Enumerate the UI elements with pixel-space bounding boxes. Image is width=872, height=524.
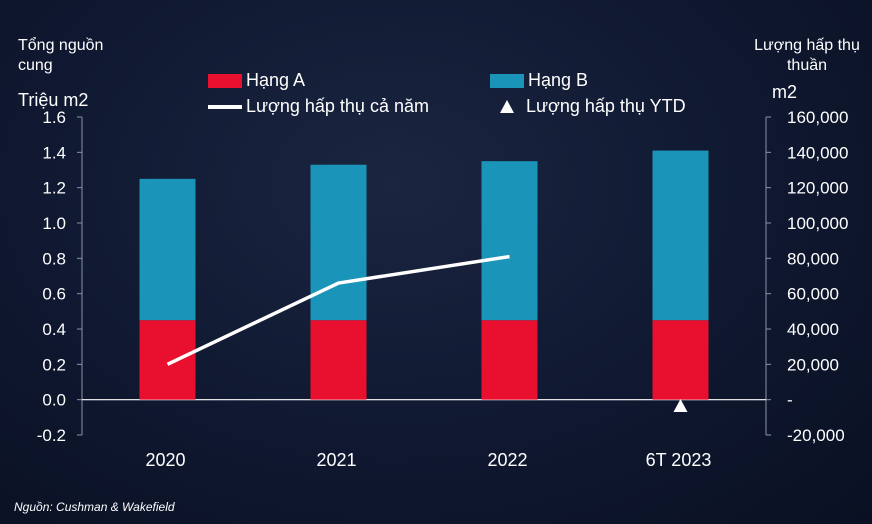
right-tick-label: 160,000 [787, 108, 848, 127]
legend-swatch-hang-b [490, 73, 524, 88]
right-tick-label: 120,000 [787, 179, 848, 198]
category-label: 2021 [316, 450, 356, 470]
source-note: Nguồn: Cushman & Wakefield [14, 500, 175, 514]
right-tick-label: 100,000 [787, 214, 848, 233]
left-tick-label: 1.0 [42, 214, 66, 233]
legend-item-absorption-ytd: Lượng hấp thụ YTD [496, 96, 686, 117]
legend-label-hang-a: Hạng A [246, 70, 306, 90]
legend-item-hang-b: Hạng B [490, 70, 588, 91]
legend-swatch-triangle-icon [500, 100, 514, 113]
legend-label-absorption-ytd: Lượng hấp thụ YTD [526, 96, 686, 116]
left-tick-label: 1.4 [42, 143, 66, 162]
right-tick-label: -20,000 [787, 426, 845, 445]
left-tick-label: 0.2 [42, 355, 66, 374]
bar-hang-a [310, 320, 367, 400]
legend-label-absorption-year: Lượng hấp thụ cả năm [246, 96, 429, 116]
left-axis-unit: Triệu m2 [18, 90, 89, 110]
absorption-ytd-triangle-icon [673, 398, 688, 412]
left-tick-label: 0.6 [42, 285, 66, 304]
left-tick-label: -0.2 [37, 426, 66, 445]
legend-swatch-line [208, 104, 242, 109]
category-label: 2022 [487, 450, 527, 470]
right-tick-label: - [787, 391, 793, 410]
left-axis-title: Tổng nguồn cung [18, 37, 104, 74]
bar-hang-a [139, 320, 196, 400]
bar-hang-b [139, 178, 196, 321]
right-axis-unit: m2 [772, 82, 798, 102]
right-tick-label: 80,000 [787, 249, 839, 268]
right-tick-label: 140,000 [787, 143, 848, 162]
right-tick-label: 40,000 [787, 320, 839, 339]
left-tick-label: 1.6 [42, 108, 66, 127]
right-tick-label: 60,000 [787, 285, 839, 304]
left-tick-label: 0.0 [42, 391, 66, 410]
legend-swatch-hang-a [208, 73, 242, 88]
left-tick-label: 0.8 [42, 249, 66, 268]
bar-hang-b [310, 164, 367, 321]
left-tick-label: 1.2 [42, 179, 66, 198]
category-label: 2020 [145, 450, 185, 470]
bar-hang-b [652, 150, 709, 321]
bar-hang-a [481, 320, 538, 400]
legend-item-absorption-year: Lượng hấp thụ cả năm [208, 96, 429, 117]
right-tick-label: 20,000 [787, 355, 839, 374]
legend-item-hang-a: Hạng A [208, 70, 305, 91]
left-tick-label: 0.4 [42, 320, 66, 339]
category-label: 6T 2023 [646, 450, 712, 470]
absorption-year-line [166, 254, 510, 366]
bar-hang-b [481, 161, 538, 321]
bar-hang-a [652, 320, 709, 400]
right-axis-title: Lượng hấp thụ thuần [754, 37, 860, 74]
legend-label-hang-b: Hạng B [528, 70, 589, 90]
